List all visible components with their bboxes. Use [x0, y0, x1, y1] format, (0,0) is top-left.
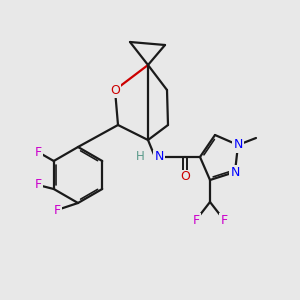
- Text: N: N: [230, 166, 240, 178]
- Text: O: O: [180, 170, 190, 184]
- Text: N: N: [154, 151, 164, 164]
- Text: F: F: [53, 203, 61, 217]
- Text: H: H: [136, 151, 144, 164]
- Text: F: F: [192, 214, 200, 226]
- Text: F: F: [34, 178, 42, 191]
- Text: N: N: [233, 139, 243, 152]
- Text: F: F: [220, 214, 228, 226]
- Text: O: O: [110, 83, 120, 97]
- Text: F: F: [34, 146, 42, 158]
